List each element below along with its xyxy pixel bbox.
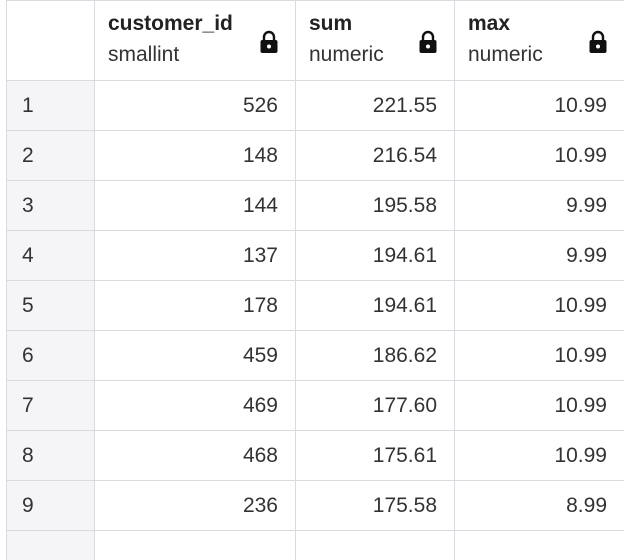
- table-row[interactable]: 6 459 186.62 10.99: [7, 331, 624, 381]
- column-name: customer_id: [108, 12, 233, 36]
- column-type: smallint: [108, 43, 179, 67]
- cell-customer-id[interactable]: 148: [95, 131, 296, 181]
- column-name: sum: [309, 12, 352, 36]
- column-type: numeric: [468, 43, 543, 67]
- row-number: 1: [7, 81, 95, 131]
- row-number: 3: [7, 181, 95, 231]
- cell-customer-id[interactable]: 137: [95, 231, 296, 281]
- cell-sum[interactable]: 216.54: [296, 131, 455, 181]
- result-table: customer_id smallint sum numeric: [6, 0, 624, 560]
- cell-sum[interactable]: 195.58: [296, 181, 455, 231]
- table-row[interactable]: 8 468 175.61 10.99: [7, 431, 624, 481]
- cell-max[interactable]: 10.99: [455, 331, 624, 381]
- row-number: 7: [7, 381, 95, 431]
- cell-customer-id[interactable]: 526: [95, 81, 296, 131]
- cell-max[interactable]: 10.99: [455, 281, 624, 331]
- column-header-customer-id[interactable]: customer_id smallint: [95, 1, 296, 81]
- result-grid: customer_id smallint sum numeric: [6, 0, 624, 560]
- header-row: customer_id smallint sum numeric: [7, 1, 624, 81]
- row-number-header: [7, 1, 95, 81]
- lock-icon: [418, 30, 438, 54]
- row-number: 5: [7, 281, 95, 331]
- cell-sum[interactable]: [296, 531, 455, 560]
- cell-sum[interactable]: 175.58: [296, 481, 455, 531]
- table-row[interactable]: 3 144 195.58 9.99: [7, 181, 624, 231]
- cell-customer-id[interactable]: 468: [95, 431, 296, 481]
- row-number: 2: [7, 131, 95, 181]
- row-number: 6: [7, 331, 95, 381]
- row-number: 9: [7, 481, 95, 531]
- cell-sum[interactable]: 221.55: [296, 81, 455, 131]
- cell-max[interactable]: 9.99: [455, 231, 624, 281]
- cell-customer-id[interactable]: 459: [95, 331, 296, 381]
- row-number: 8: [7, 431, 95, 481]
- row-number: 4: [7, 231, 95, 281]
- table-row[interactable]: 7 469 177.60 10.99: [7, 381, 624, 431]
- cell-customer-id[interactable]: 469: [95, 381, 296, 431]
- cell-customer-id[interactable]: 144: [95, 181, 296, 231]
- table-row[interactable]: 2 148 216.54 10.99: [7, 131, 624, 181]
- cell-max[interactable]: [455, 531, 624, 560]
- cell-sum[interactable]: 177.60: [296, 381, 455, 431]
- cell-sum[interactable]: 194.61: [296, 281, 455, 331]
- cell-sum[interactable]: 186.62: [296, 331, 455, 381]
- cell-max[interactable]: 10.99: [455, 131, 624, 181]
- column-name: max: [468, 12, 510, 36]
- row-number: [7, 531, 95, 560]
- column-header-sum[interactable]: sum numeric: [296, 1, 455, 81]
- cell-sum[interactable]: 175.61: [296, 431, 455, 481]
- lock-icon: [259, 30, 279, 54]
- table-row[interactable]: [7, 531, 624, 560]
- cell-customer-id[interactable]: 236: [95, 481, 296, 531]
- column-header-max[interactable]: max numeric: [455, 1, 624, 81]
- table-row[interactable]: 9 236 175.58 8.99: [7, 481, 624, 531]
- cell-customer-id[interactable]: [95, 531, 296, 560]
- cell-max[interactable]: 10.99: [455, 81, 624, 131]
- lock-icon: [588, 30, 608, 54]
- cell-max[interactable]: 9.99: [455, 181, 624, 231]
- table-row[interactable]: 1 526 221.55 10.99: [7, 81, 624, 131]
- cell-sum[interactable]: 194.61: [296, 231, 455, 281]
- column-type: numeric: [309, 43, 384, 67]
- cell-max[interactable]: 10.99: [455, 431, 624, 481]
- cell-max[interactable]: 8.99: [455, 481, 624, 531]
- cell-customer-id[interactable]: 178: [95, 281, 296, 331]
- table-row[interactable]: 5 178 194.61 10.99: [7, 281, 624, 331]
- table-row[interactable]: 4 137 194.61 9.99: [7, 231, 624, 281]
- cell-max[interactable]: 10.99: [455, 381, 624, 431]
